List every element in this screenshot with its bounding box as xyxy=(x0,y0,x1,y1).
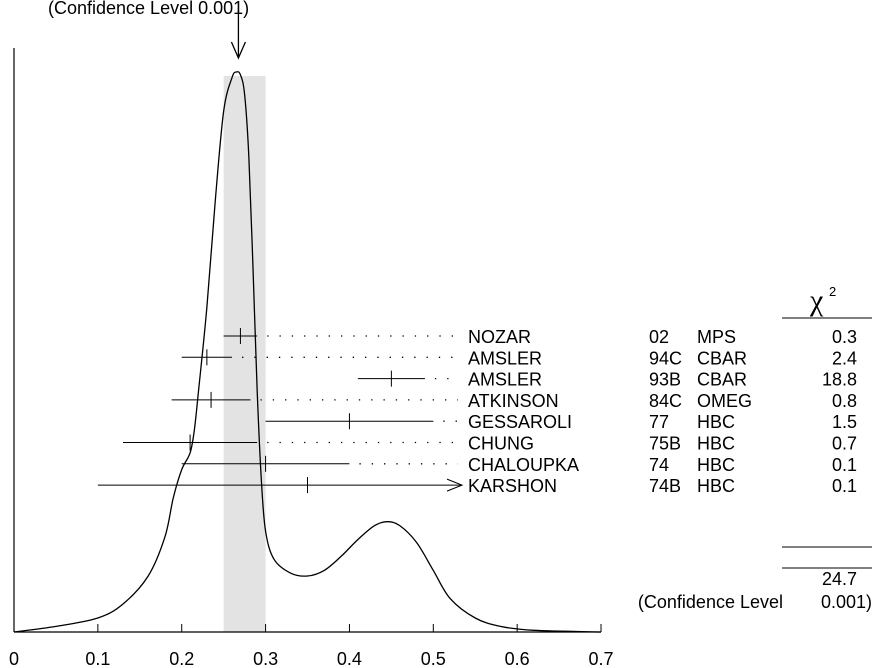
measurement-chi2: 1.5 xyxy=(832,412,857,432)
header-text: (Confidence Level 0.001) xyxy=(48,0,249,18)
measurement-year: 77 xyxy=(649,412,669,432)
measurement-year: 02 xyxy=(649,327,669,347)
measurement-name: KARSHON xyxy=(468,476,557,496)
measurement-technique: MPS xyxy=(697,327,736,347)
measurement-row: CHALOUPKA 74 HBC 0.1 xyxy=(181,455,857,475)
measurement-name: AMSLER xyxy=(468,370,542,390)
measurement-chi2: 0.1 xyxy=(832,476,857,496)
measurement-chi2: 0.1 xyxy=(832,455,857,475)
measurement-technique: HBC xyxy=(697,455,735,475)
measurement-chi2: 0.8 xyxy=(832,391,857,411)
measurement-name: CHUNG xyxy=(468,434,534,454)
x-tick-label: 0.5 xyxy=(421,649,446,668)
measurement-name: CHALOUPKA xyxy=(468,455,579,475)
measurement-technique: CBAR xyxy=(697,370,747,390)
measurement-chi2: 2.4 xyxy=(832,348,857,368)
measurement-name: GESSAROLI xyxy=(468,412,572,432)
x-tick-label: 0 xyxy=(9,649,19,668)
measurement-row: NOZAR 02 MPS 0.3 xyxy=(223,327,857,347)
x-tick-label: 0.3 xyxy=(253,649,278,668)
confidence-level-value: 0.001) xyxy=(821,592,872,612)
error-bar-arrow xyxy=(446,478,464,492)
average-band xyxy=(223,76,266,632)
measurement-technique: HBC xyxy=(697,412,735,432)
measurement-year: 74 xyxy=(649,455,669,475)
measurement-row: KARSHON 74B HBC 0.1 xyxy=(97,476,857,496)
confidence-level-label: (Confidence Level xyxy=(638,592,783,612)
measurement-technique: CBAR xyxy=(697,348,747,368)
measurement-row: CHUNG 75B HBC 0.7 xyxy=(123,434,857,454)
chi2-total: 24.7 xyxy=(822,569,857,589)
measurement-technique: HBC xyxy=(697,434,735,454)
average-arrow xyxy=(230,10,247,60)
measurement-year: 75B xyxy=(649,434,681,454)
measurement-row: ATKINSON 84C OMEG 0.8 xyxy=(171,391,857,411)
ideogram-curve xyxy=(13,71,602,633)
measurement-row: GESSAROLI 77 HBC 1.5 xyxy=(265,412,857,432)
x-tick-label: 0.4 xyxy=(337,649,362,668)
measurement-name: AMSLER xyxy=(468,348,542,368)
measurement-technique: OMEG xyxy=(697,391,752,411)
measurement-year: 93B xyxy=(649,370,681,390)
measurement-name: NOZAR xyxy=(468,327,531,347)
x-tick-label: 0.2 xyxy=(169,649,194,668)
chi2-symbol: χ xyxy=(809,284,824,317)
measurement-year: 94C xyxy=(649,348,682,368)
measurement-chi2: 0.3 xyxy=(832,327,857,347)
measurement-row: AMSLER 93B CBAR 18.8 xyxy=(357,370,857,390)
x-tick-label: 0.6 xyxy=(505,649,530,668)
x-tick-label: 0.7 xyxy=(589,649,614,668)
chi2-exponent: 2 xyxy=(829,284,836,299)
x-tick-label: 0.1 xyxy=(85,649,110,668)
measurement-chi2: 18.8 xyxy=(822,370,857,390)
measurement-year: 84C xyxy=(649,391,682,411)
measurement-year: 74B xyxy=(649,476,681,496)
measurement-technique: HBC xyxy=(697,476,735,496)
measurement-name: ATKINSON xyxy=(468,391,559,411)
measurement-chi2: 0.7 xyxy=(832,434,857,454)
measurement-row: AMSLER 94C CBAR 2.4 xyxy=(181,348,857,368)
